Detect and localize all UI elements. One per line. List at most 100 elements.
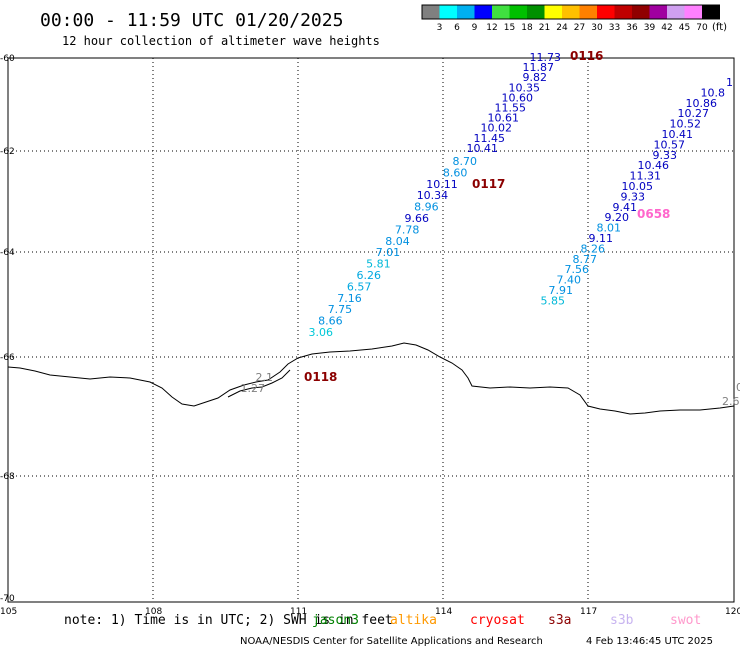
legend-label: 24 xyxy=(556,23,568,33)
wave-height-value: 9.33 xyxy=(621,190,646,203)
wave-height-value: 10.41 xyxy=(662,128,694,141)
legend-swatch xyxy=(684,5,702,19)
legend-swatch xyxy=(492,5,510,19)
map-frame xyxy=(7,57,735,603)
legend-label: 12 xyxy=(486,23,497,33)
coastline-inlet xyxy=(227,369,291,398)
wave-height-value: 10.86 xyxy=(686,97,718,110)
legend-swatch xyxy=(439,5,457,19)
lat-label: -62 xyxy=(0,147,15,157)
legend-swatch xyxy=(457,5,475,19)
legend-label: 36 xyxy=(626,23,638,33)
wave-height-value: 10.8 xyxy=(701,86,726,99)
lat-label: -66 xyxy=(0,353,15,363)
wave-height-value: 8.96 xyxy=(414,201,439,214)
legend-swatch xyxy=(422,5,440,19)
legend-label: 18 xyxy=(521,23,533,33)
wave-height-value: 9.11 xyxy=(589,232,614,245)
wave-height-value: 5.85 xyxy=(541,294,566,307)
wave-height-value: 6.26 xyxy=(357,269,382,282)
legend-label: 27 xyxy=(574,23,585,33)
legend-swatch xyxy=(649,5,667,19)
lat-label: -60 xyxy=(0,54,15,64)
wave-height-value: 10.34 xyxy=(417,189,449,202)
wave-height-value: 6.57 xyxy=(347,280,372,293)
satellite-name: swot xyxy=(670,613,701,628)
lat-label: -64 xyxy=(0,248,15,258)
wave-height-value: 10.02 xyxy=(481,122,513,135)
lon-label: 120 xyxy=(725,607,740,617)
wave-height-value: 10.60 xyxy=(502,91,534,104)
legend-label: 15 xyxy=(504,23,515,33)
legend-label: 33 xyxy=(609,23,620,33)
legend-unit: (ft) xyxy=(712,22,727,33)
wave-height-value: 10.52 xyxy=(670,118,702,131)
wave-height-value: 10.27 xyxy=(678,107,710,120)
wave-height-value: 8.26 xyxy=(581,242,606,255)
wave-height-value: 3.06 xyxy=(309,326,334,339)
satellite-passes: 11.7311.879.8210.3510.6011.5510.6110.021… xyxy=(241,49,734,395)
pass-0117: 8.708.6010.1110.348.969.667.788.047.015.… xyxy=(309,155,506,339)
wave-height-value: 8.01 xyxy=(597,222,622,235)
wave-height-value: 10.35 xyxy=(509,81,541,94)
wave-height-value: 2.1 xyxy=(256,371,274,384)
antarctic-coastline xyxy=(7,342,735,415)
lat-label: -68 xyxy=(0,472,15,482)
pass-0118: 2.11.27 0118 xyxy=(241,370,338,395)
wave-height-value: 10.57 xyxy=(654,138,686,151)
wave-height-value: 10.41 xyxy=(467,142,499,155)
latitude-labels: -60 -62 -64 -66 -68 -70 xyxy=(0,54,15,604)
wave-height-value: 9.20 xyxy=(605,211,630,224)
legend-label: 9 xyxy=(472,23,478,33)
wave-height-value: 7.40 xyxy=(557,274,582,287)
satellite-name: altika xyxy=(390,613,437,628)
wave-height-value: 11.87 xyxy=(523,61,555,74)
legend-label: 6 xyxy=(454,23,460,33)
edge-value-label: 0 xyxy=(736,381,740,394)
wave-height-value: 9.41 xyxy=(613,201,638,214)
wave-height-value: 9.82 xyxy=(523,71,548,84)
legend-label: 21 xyxy=(539,23,550,33)
graticule xyxy=(8,58,734,602)
legend-label: 3 xyxy=(437,23,443,33)
footer-note: note: 1) Time is in UTC; 2) SWH is in fe… xyxy=(64,613,393,628)
legend-swatch xyxy=(527,5,545,19)
map-title: 00:00 - 11:59 UTC 01/20/2025 xyxy=(40,10,343,31)
satellite-name: cryosat xyxy=(470,613,525,628)
edge-value-label: 2.6 xyxy=(722,395,740,408)
lon-label: 114 xyxy=(435,607,452,617)
satellite-name: s3a xyxy=(548,613,571,628)
lon-label: 108 xyxy=(145,607,162,617)
legend-label: 42 xyxy=(661,23,672,33)
lat-label: -70 xyxy=(0,594,15,604)
legend-swatch xyxy=(474,5,492,19)
legend-swatch xyxy=(597,5,615,19)
legend-swatch xyxy=(632,5,650,19)
wave-height-value: 9.33 xyxy=(653,149,678,162)
legend-swatch xyxy=(702,5,720,19)
wave-height-value: 11.73 xyxy=(530,51,562,64)
legend-border xyxy=(421,4,720,20)
wave-height-value: 11.45 xyxy=(474,132,506,145)
wave-height-value: 9.66 xyxy=(405,212,430,225)
wave-height-value: 8.77 xyxy=(573,253,598,266)
wave-height-value: 7.91 xyxy=(549,284,574,297)
wave-height-value: 5.81 xyxy=(366,258,391,271)
wave-height-value: 7.01 xyxy=(376,246,401,259)
legend-swatch xyxy=(579,5,597,19)
wave-height-value: 11.55 xyxy=(495,102,527,115)
wave-height-value: 11.31 xyxy=(630,170,662,183)
legend-swatch xyxy=(509,5,527,19)
legend-swatch xyxy=(667,5,685,19)
legend-label: 30 xyxy=(591,23,603,33)
legend-label: 39 xyxy=(644,23,656,33)
wave-height-value: 10.61 xyxy=(488,112,520,125)
wave-height-value: 10.11 xyxy=(426,178,458,191)
wave-height-value: 1 xyxy=(726,76,733,89)
lon-label: 111 xyxy=(290,607,307,617)
pass-0116: 11.7311.879.8210.3510.6011.5510.6110.021… xyxy=(467,49,604,155)
pass-0658: 110.810.8610.2710.5210.4110.579.3310.461… xyxy=(541,76,734,307)
legend-label: 70 xyxy=(696,23,708,33)
longitude-labels: 105 108 111 114 117 120 xyxy=(0,607,740,617)
lon-label: 105 xyxy=(0,607,17,617)
